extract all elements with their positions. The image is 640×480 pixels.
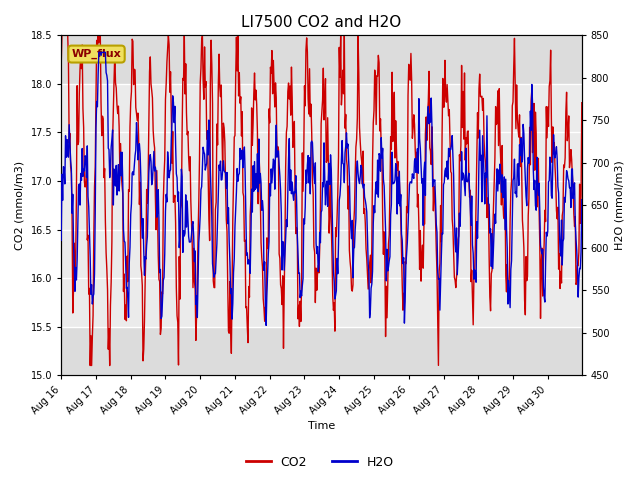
Title: LI7500 CO2 and H2O: LI7500 CO2 and H2O	[241, 15, 402, 30]
Text: WP_flux: WP_flux	[72, 49, 122, 59]
Legend: CO2, H2O: CO2, H2O	[241, 451, 399, 474]
Y-axis label: CO2 (mmol/m3): CO2 (mmol/m3)	[15, 161, 25, 250]
Bar	[61, 84, 582, 327]
X-axis label: Time: Time	[308, 421, 335, 432]
Y-axis label: H2O (mmol/m3): H2O (mmol/m3)	[615, 160, 625, 250]
